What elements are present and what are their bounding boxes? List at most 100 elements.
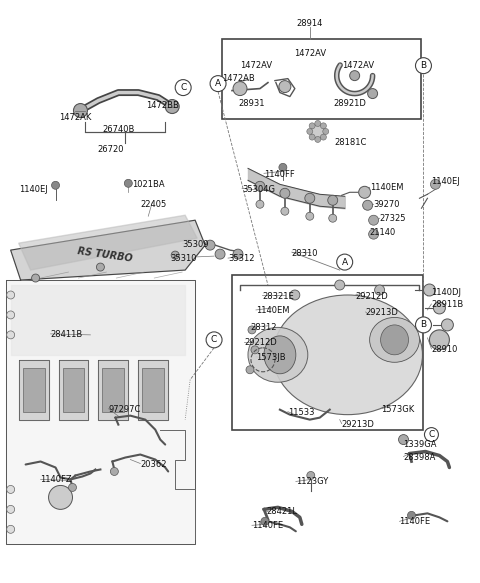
Text: 1472BB: 1472BB — [146, 100, 179, 110]
Circle shape — [280, 188, 290, 198]
Circle shape — [350, 71, 360, 80]
Text: 1472AB: 1472AB — [222, 73, 254, 83]
Text: 29212D: 29212D — [356, 292, 388, 301]
Circle shape — [321, 123, 326, 129]
Bar — [23, 368, 45, 412]
Ellipse shape — [273, 295, 422, 415]
Text: 35310: 35310 — [170, 254, 197, 263]
Circle shape — [233, 82, 247, 96]
Circle shape — [251, 346, 259, 354]
Polygon shape — [11, 285, 185, 355]
Circle shape — [124, 180, 132, 187]
Polygon shape — [138, 360, 168, 420]
Circle shape — [69, 483, 76, 491]
Circle shape — [398, 434, 408, 445]
Circle shape — [246, 366, 254, 374]
Circle shape — [171, 251, 179, 259]
Circle shape — [305, 194, 315, 203]
Circle shape — [290, 290, 300, 300]
Text: 28312: 28312 — [250, 323, 276, 332]
Text: 39270: 39270 — [373, 201, 400, 209]
Text: B: B — [420, 61, 427, 70]
Circle shape — [233, 249, 243, 259]
Text: 29213D: 29213D — [342, 420, 374, 429]
Circle shape — [7, 505, 15, 514]
Circle shape — [416, 317, 432, 333]
Text: 1140FZ: 1140FZ — [41, 476, 72, 484]
Ellipse shape — [248, 328, 308, 382]
Circle shape — [261, 517, 269, 525]
Circle shape — [433, 302, 445, 314]
Circle shape — [279, 80, 291, 93]
Circle shape — [165, 100, 179, 114]
Text: 35312: 35312 — [228, 254, 254, 263]
Bar — [232, 275, 423, 430]
Circle shape — [423, 284, 435, 296]
Polygon shape — [19, 360, 48, 420]
Text: 1472AV: 1472AV — [240, 61, 272, 70]
Text: 1472AV: 1472AV — [342, 61, 374, 70]
Text: 26740B: 26740B — [102, 125, 134, 135]
Ellipse shape — [370, 317, 420, 362]
Circle shape — [175, 80, 191, 96]
Text: 97297C: 97297C — [108, 405, 141, 414]
Circle shape — [329, 214, 336, 222]
Circle shape — [255, 181, 265, 191]
Circle shape — [368, 89, 378, 99]
Text: A: A — [342, 258, 348, 266]
Circle shape — [7, 291, 15, 299]
Polygon shape — [19, 215, 197, 270]
Circle shape — [307, 472, 315, 479]
Circle shape — [279, 163, 287, 171]
Text: C: C — [428, 430, 434, 439]
Text: 26720: 26720 — [97, 145, 124, 154]
Text: 1140FE: 1140FE — [252, 521, 283, 531]
Text: 1021BA: 1021BA — [132, 180, 165, 189]
Circle shape — [96, 263, 104, 271]
Bar — [62, 368, 84, 412]
Text: 28181C: 28181C — [335, 138, 367, 147]
Text: 1140DJ: 1140DJ — [432, 288, 461, 297]
Text: 35304G: 35304G — [242, 185, 275, 194]
Circle shape — [335, 280, 345, 290]
Circle shape — [315, 121, 321, 127]
Circle shape — [328, 195, 338, 205]
Text: B: B — [420, 321, 427, 329]
Circle shape — [408, 511, 416, 519]
Circle shape — [7, 311, 15, 319]
Text: 28411B: 28411B — [50, 330, 83, 339]
Circle shape — [323, 128, 329, 135]
Text: 1140EJ: 1140EJ — [432, 177, 460, 187]
Text: A: A — [215, 79, 221, 88]
Text: 22405: 22405 — [140, 201, 167, 209]
Polygon shape — [59, 360, 88, 420]
Circle shape — [424, 427, 438, 441]
Circle shape — [311, 125, 325, 138]
Circle shape — [306, 212, 314, 220]
Text: 35309: 35309 — [182, 240, 209, 249]
Circle shape — [363, 201, 372, 210]
Text: 29213D: 29213D — [366, 308, 398, 317]
Circle shape — [309, 134, 315, 140]
Text: 28421L: 28421L — [266, 507, 297, 517]
Circle shape — [359, 187, 371, 198]
Circle shape — [248, 326, 256, 334]
Text: 1140FF: 1140FF — [264, 170, 295, 180]
Polygon shape — [98, 360, 128, 420]
Circle shape — [442, 319, 454, 331]
Circle shape — [281, 207, 289, 215]
Ellipse shape — [264, 336, 296, 374]
Circle shape — [51, 181, 60, 189]
Circle shape — [309, 123, 315, 129]
Text: 29212D: 29212D — [244, 338, 277, 347]
Text: 1573JB: 1573JB — [256, 353, 286, 362]
Circle shape — [430, 330, 449, 350]
Text: 28921D: 28921D — [333, 99, 366, 107]
Circle shape — [205, 240, 215, 250]
Text: C: C — [180, 83, 186, 92]
Text: 20362: 20362 — [140, 459, 167, 469]
Text: 1140FE: 1140FE — [399, 517, 431, 526]
Circle shape — [7, 525, 15, 533]
Circle shape — [110, 468, 119, 476]
Text: 28310: 28310 — [292, 249, 318, 258]
